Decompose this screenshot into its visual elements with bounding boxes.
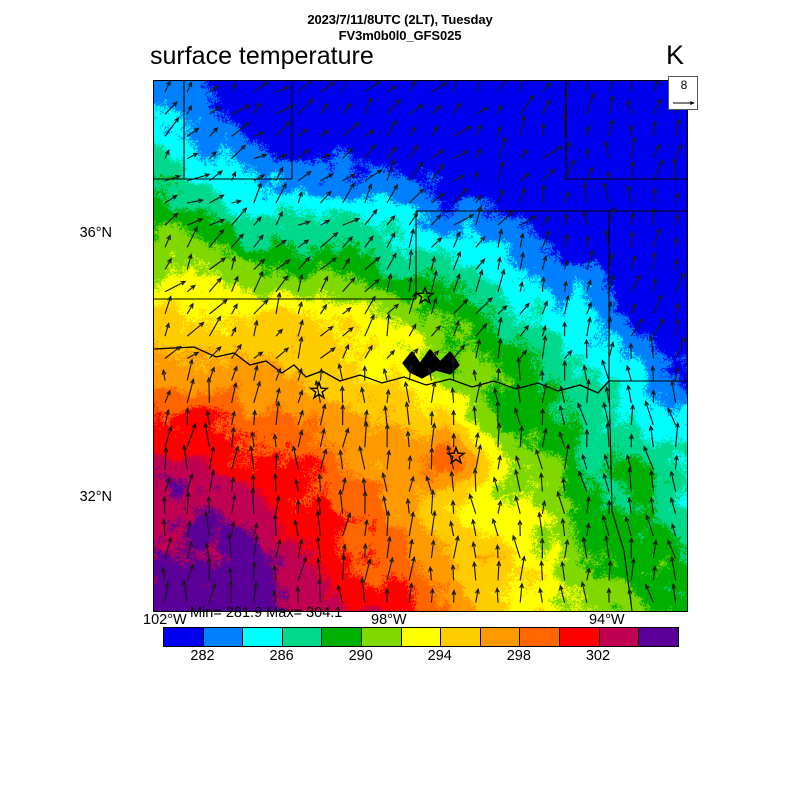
colorbar-tick-label: 282 xyxy=(190,648,215,664)
arrow-right-icon xyxy=(673,101,695,105)
state-border xyxy=(608,380,633,611)
y-axis-tick-36n: 36°N xyxy=(79,225,112,241)
map-overlay xyxy=(154,81,687,611)
colorbar-segment xyxy=(203,628,244,646)
colorbar-segment xyxy=(560,628,600,646)
map-plot-area xyxy=(153,80,688,612)
unit-label: K xyxy=(666,40,685,70)
reference-vector-key: 8 xyxy=(668,76,698,110)
x-axis-tick-102w: 102°W xyxy=(143,612,187,628)
wind-vector-field xyxy=(161,81,686,603)
colorbar-segment xyxy=(322,628,363,646)
colorbar-tick-label: 302 xyxy=(585,648,611,664)
colorbar-segment xyxy=(639,628,678,646)
header-model-line: FV3m0b0l0_GFS025 xyxy=(338,28,462,43)
colorbar-segment xyxy=(282,628,323,646)
x-axis-tick-94w: 94°W xyxy=(589,612,625,628)
colorbar-segment xyxy=(401,628,442,646)
colorbar-tick-label: 294 xyxy=(427,648,452,664)
lake-texoma xyxy=(402,349,460,379)
page-title: surface temperature xyxy=(150,42,374,70)
colorbar-tick-label: 298 xyxy=(506,648,531,664)
y-axis-tick-32n: 32°N xyxy=(79,489,112,505)
colorbar-tick-label: 290 xyxy=(348,648,373,664)
colorbar xyxy=(163,627,679,647)
station-marker-star xyxy=(414,285,436,305)
minmax-annotation: Min= 281.9 Max= 304.1 xyxy=(190,605,343,621)
red-river-border xyxy=(154,346,610,394)
colorbar-tick-label: 286 xyxy=(269,648,294,664)
station-marker-star xyxy=(445,445,467,465)
header-date-line: 2023/7/11/8UTC (2LT), Tuesday xyxy=(307,12,493,27)
colorbar-segment xyxy=(441,628,481,646)
colorbar-segment xyxy=(520,628,561,646)
station-marker-star xyxy=(308,380,330,400)
x-axis-tick-98w: 98°W xyxy=(371,612,407,628)
colorbar-segment xyxy=(480,628,521,646)
colorbar-segment xyxy=(164,628,204,646)
temperature-field xyxy=(154,81,687,611)
colorbar-segment xyxy=(599,628,640,646)
colorbar-segment xyxy=(243,628,283,646)
colorbar-segment xyxy=(362,628,402,646)
reference-vector-value: 8 xyxy=(680,78,688,92)
